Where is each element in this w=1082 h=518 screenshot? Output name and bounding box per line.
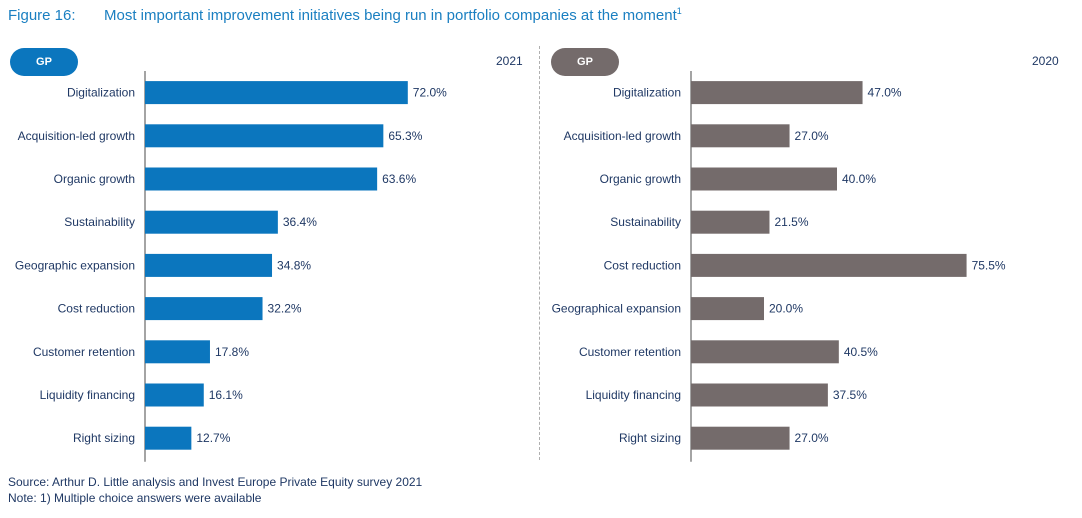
bar-acquisition-led-growth xyxy=(691,124,790,148)
figure-footnote-marker: 1 xyxy=(676,6,682,16)
value-label-customer-retention: 40.5% xyxy=(844,345,878,359)
gp-badge-2020: GP xyxy=(551,48,619,76)
category-label-acquisition-led-growth: Acquisition-led growth xyxy=(564,129,681,143)
value-label-sustainability: 36.4% xyxy=(283,215,317,229)
bar-digitalization xyxy=(145,81,408,105)
value-label-digitalization: 47.0% xyxy=(868,86,902,100)
bar-right-sizing xyxy=(145,426,192,450)
chart-panel-2020: GP 2020 Digitalization 47.0% Acquisition-l… xyxy=(545,46,1075,466)
value-label-acquisition-led-growth: 27.0% xyxy=(795,129,829,143)
gp-badge-2021: GP xyxy=(10,48,78,76)
figure-title: Figure 16: Most important improvement ini… xyxy=(8,6,682,24)
value-label-liquidity-financing: 16.1% xyxy=(209,388,243,402)
value-label-right-sizing: 27.0% xyxy=(795,431,829,445)
bar-chart-2021: Digitalization 72.0% Acquisition-led growt… xyxy=(15,71,447,462)
category-label-digitalization: Digitalization xyxy=(67,86,135,100)
category-label-cost-reduction: Cost reduction xyxy=(604,258,681,272)
bar-customer-retention xyxy=(691,340,839,364)
value-label-organic-growth: 40.0% xyxy=(842,172,876,186)
bar-organic-growth xyxy=(691,167,837,191)
bar-liquidity-financing xyxy=(691,383,828,407)
year-label-2021: 2021 xyxy=(496,54,523,68)
value-label-organic-growth: 63.6% xyxy=(382,172,416,186)
bar-cost-reduction xyxy=(145,297,263,321)
bar-right-sizing xyxy=(691,426,790,450)
chart-panel-2021: GP 2021 Digitalization 72.0% Acquisition-l… xyxy=(0,46,530,466)
category-label-organic-growth: Organic growth xyxy=(54,172,135,186)
source-note: Source: Arthur D. Little analysis and In… xyxy=(8,475,423,489)
value-label-cost-reduction: 75.5% xyxy=(972,258,1006,272)
value-label-right-sizing: 12.7% xyxy=(196,431,230,445)
bar-liquidity-financing xyxy=(145,383,204,407)
bar-cost-reduction xyxy=(691,253,967,277)
year-label-2020: 2020 xyxy=(1032,54,1059,68)
category-label-customer-retention: Customer retention xyxy=(33,345,135,359)
footer: Source: Arthur D. Little analysis and In… xyxy=(8,474,422,506)
category-label-sustainability: Sustainability xyxy=(610,215,681,229)
value-label-sustainability: 21.5% xyxy=(774,215,808,229)
category-label-organic-growth: Organic growth xyxy=(600,172,681,186)
category-label-liquidity-financing: Liquidity financing xyxy=(40,388,135,402)
bar-geographical-expansion xyxy=(691,297,764,321)
bar-organic-growth xyxy=(145,167,378,191)
bar-sustainability xyxy=(691,210,770,234)
footnote: Note: 1) Multiple choice answers were av… xyxy=(8,491,262,505)
category-label-geographic-expansion: Geographic expansion xyxy=(15,258,135,272)
value-label-geographical-expansion: 20.0% xyxy=(769,302,803,316)
bar-acquisition-led-growth xyxy=(145,124,384,148)
bar-customer-retention xyxy=(145,340,210,364)
category-label-customer-retention: Customer retention xyxy=(579,345,681,359)
figure-title-text: Most important improvement initiatives b… xyxy=(104,7,677,24)
value-label-acquisition-led-growth: 65.3% xyxy=(388,129,422,143)
category-label-right-sizing: Right sizing xyxy=(619,431,681,445)
category-label-digitalization: Digitalization xyxy=(613,86,681,100)
bar-geographic-expansion xyxy=(145,253,273,277)
bar-chart-2020: Digitalization 47.0% Acquisition-led growt… xyxy=(552,71,1006,462)
value-label-digitalization: 72.0% xyxy=(413,86,447,100)
value-label-liquidity-financing: 37.5% xyxy=(833,388,867,402)
category-label-acquisition-led-growth: Acquisition-led growth xyxy=(18,129,135,143)
value-label-geographic-expansion: 34.8% xyxy=(277,258,311,272)
bar-sustainability xyxy=(145,210,278,234)
category-label-sustainability: Sustainability xyxy=(64,215,135,229)
value-label-cost-reduction: 32.2% xyxy=(268,302,302,316)
category-label-geographical-expansion: Geographical expansion xyxy=(552,302,681,316)
category-label-cost-reduction: Cost reduction xyxy=(58,302,135,316)
value-label-customer-retention: 17.8% xyxy=(215,345,249,359)
category-label-liquidity-financing: Liquidity financing xyxy=(586,388,681,402)
figure-number: Figure 16: xyxy=(8,7,76,24)
bar-digitalization xyxy=(691,81,863,105)
panel-divider xyxy=(539,46,540,460)
category-label-right-sizing: Right sizing xyxy=(73,431,135,445)
